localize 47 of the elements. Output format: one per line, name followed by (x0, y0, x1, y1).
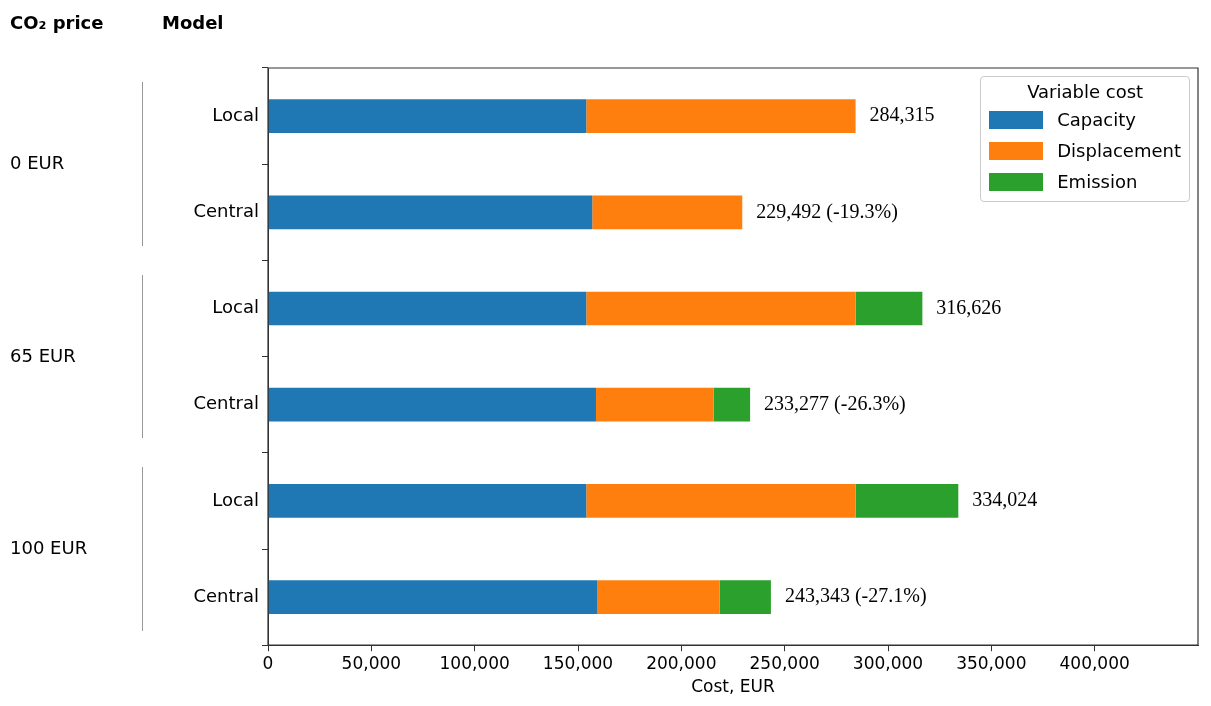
total-label: 229,492 (-19.3%) (756, 199, 898, 223)
legend-label: Displacement (1057, 139, 1181, 163)
bar (586, 484, 856, 518)
bar (268, 99, 587, 133)
x-axis-title: Cost, EUR (691, 676, 775, 697)
bar (595, 387, 714, 422)
x-tick-label: 300,000 (852, 652, 924, 673)
x-tick-label: 100,000 (439, 652, 510, 673)
bar (719, 580, 771, 614)
total-label: 334,024 (972, 488, 1038, 511)
y-tick-label: Central (193, 584, 259, 606)
text: Model (162, 12, 224, 33)
x-tick-label: 200,000 (646, 652, 717, 673)
x-tick-label: 150,000 (542, 652, 614, 673)
bar (268, 387, 596, 422)
total-label: 243,343 (-27.1%) (784, 584, 927, 608)
y-tick-label: Local (212, 103, 259, 125)
text: 65 EUR (10, 344, 76, 366)
text: CO₂ price (10, 12, 104, 33)
total-label: 316,626 (936, 295, 1002, 318)
x-tick-label: 250,000 (749, 652, 820, 673)
legend-title: Variable cost (1026, 81, 1145, 102)
bar (268, 195, 593, 230)
legend-label: Emission (1057, 170, 1138, 194)
x-tick-label: 350,000 (956, 652, 1027, 673)
bar (855, 291, 923, 326)
bar (268, 580, 598, 614)
x-tick-label: 400,000 (1059, 652, 1130, 673)
bar (855, 484, 959, 518)
bar (713, 387, 751, 422)
text: 0 EUR (10, 152, 65, 174)
text: 100 EUR (10, 537, 88, 558)
bar (586, 99, 856, 133)
bar (586, 291, 856, 326)
legend-label: Capacity (1057, 108, 1136, 132)
y-tick-label: Local (212, 296, 259, 318)
total-label: 233,277 (-26.3%) (764, 391, 906, 415)
bar (592, 195, 743, 230)
y-tick-label: Central (193, 392, 259, 414)
bar (268, 291, 587, 326)
bar (597, 580, 720, 614)
x-tick-label: 0 (262, 652, 274, 673)
y-tick-label: Central (193, 199, 259, 221)
total-label: 284,315 (869, 103, 935, 126)
bar (268, 484, 587, 518)
y-tick-label: Local (212, 488, 259, 510)
x-tick-label: 50,000 (341, 652, 402, 673)
